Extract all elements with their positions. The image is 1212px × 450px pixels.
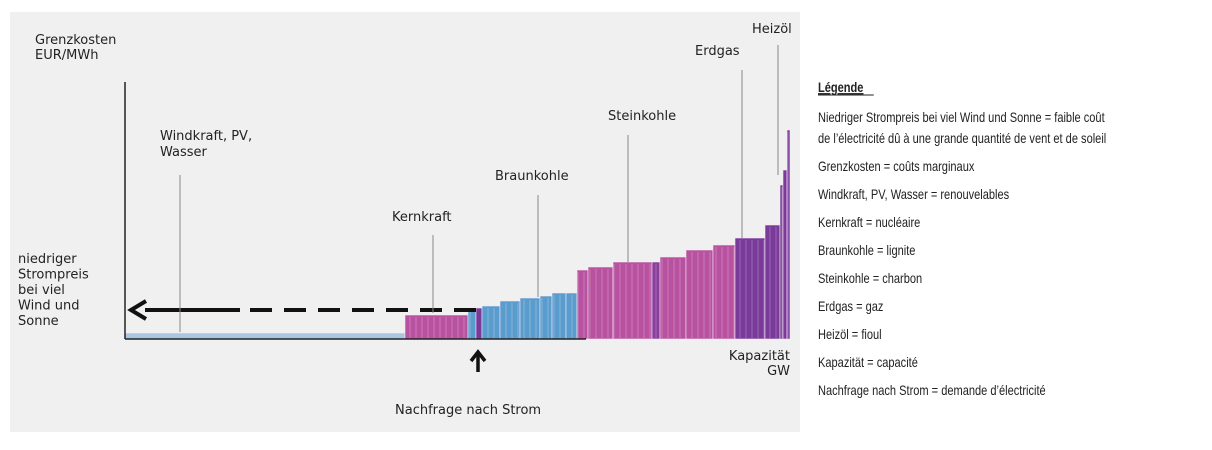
low-price-note: Sonne xyxy=(18,314,59,329)
legend-entry: Heizöl = fioul xyxy=(818,327,882,342)
legend-title: Légende xyxy=(818,80,864,95)
legend-entry: Erdgas = gaz xyxy=(818,299,883,314)
legend-entry: Niedriger Strompreis bei viel Wind und S… xyxy=(818,110,1105,125)
capacity-bar xyxy=(685,249,714,340)
low-price-note: Strompreis xyxy=(18,268,89,283)
capacity-bar xyxy=(659,256,687,340)
source-label: Heizöl xyxy=(752,22,792,37)
source-label: Windkraft, PV, xyxy=(160,129,252,144)
capacity-bar xyxy=(404,314,469,340)
arrow-head xyxy=(127,299,148,321)
x-axis-label: Kapazität xyxy=(729,349,790,364)
source-label: Steinkohle xyxy=(608,109,676,124)
source-label: Erdgas xyxy=(695,44,740,59)
legend-entry: Braunkohle = lignite xyxy=(818,243,916,258)
diagram-panel xyxy=(10,12,800,432)
x-axis-label: GW xyxy=(767,364,790,379)
legend-entry: Kapazität = capacité xyxy=(818,355,918,370)
legend-entry: Grenzkosten = coûts marginaux xyxy=(818,159,975,174)
capacity-bar xyxy=(786,129,791,340)
legend-entry: Windkraft, PV, Wasser = renouvelables xyxy=(818,187,1009,202)
capacity-bar xyxy=(499,300,521,340)
legend-entry: Kernkraft = nucléaire xyxy=(818,215,920,230)
low-price-note: niedriger xyxy=(18,252,77,267)
y-axis-label: EUR/MWh xyxy=(35,48,98,63)
legend-entry: de l’électricité dû à une grande quantit… xyxy=(818,131,1106,146)
low-price-note: bei viel xyxy=(18,283,65,298)
y-axis-label: Grenzkosten xyxy=(35,33,116,48)
demand-label: Nachfrage nach Strom xyxy=(395,403,541,418)
capacity-bar xyxy=(612,261,653,340)
legend-entry: Nachfrage nach Strom = demande d’électri… xyxy=(818,383,1046,398)
capacity-bar xyxy=(576,269,589,340)
source-label: Kernkraft xyxy=(392,210,452,225)
legend-entry: Steinkohle = charbon xyxy=(818,271,922,286)
capacity-bar xyxy=(764,224,781,340)
low-price-note: Wind und xyxy=(18,299,80,314)
capacity-bar xyxy=(475,307,483,340)
capacity-bar xyxy=(782,169,788,340)
capacity-bar xyxy=(124,332,406,340)
capacity-bar xyxy=(587,266,614,340)
capacity-bar xyxy=(481,305,501,340)
arrow-head xyxy=(469,349,487,363)
capacity-bar xyxy=(467,307,477,340)
source-label: Braunkohle xyxy=(495,169,569,184)
source-label: Wasser xyxy=(160,145,208,160)
capacity-bar xyxy=(734,237,766,340)
